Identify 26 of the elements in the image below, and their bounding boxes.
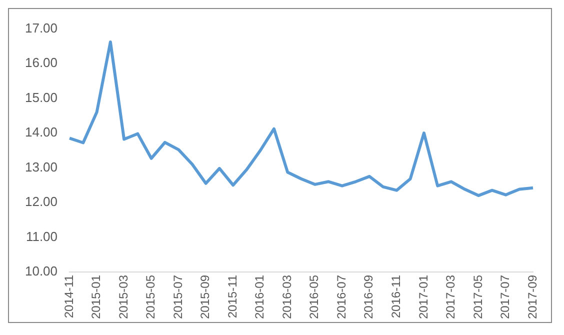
x-tick-label: 2014-11 — [62, 274, 76, 318]
x-tick-label: 2017-09 — [525, 274, 540, 320]
y-tick-label: 15.00 — [24, 90, 58, 105]
x-tick-label: 2016-03 — [280, 274, 294, 320]
x-tick-label: 2016-11 — [389, 274, 403, 318]
y-tick-label: 12.00 — [24, 194, 58, 210]
x-tick-label: 2017-07 — [498, 274, 512, 320]
x-tick-label: 2015-03 — [116, 274, 130, 320]
x-tick-label: 2015-01 — [89, 274, 104, 320]
x-tick-label: 2016-09 — [362, 274, 376, 320]
x-tick-label: 2016-05 — [307, 274, 322, 320]
x-tick-label: 2015-09 — [198, 274, 212, 320]
x-tick-label: 2017-05 — [470, 274, 485, 320]
y-tick-label: 14.00 — [24, 124, 58, 140]
y-tick-label: 16.00 — [24, 55, 58, 70]
x-tick-label: 2016-07 — [334, 274, 348, 320]
y-tick-label: 17.00 — [24, 20, 58, 36]
x-tick-label: 2015-11 — [225, 274, 240, 318]
y-tick-label: 13.00 — [24, 159, 58, 174]
x-tick-label: 2016-01 — [252, 274, 267, 320]
y-tick-label: 10.00 — [24, 264, 58, 279]
x-tick-label: 2015-07 — [170, 274, 185, 320]
x-tick-label: 2015-05 — [144, 274, 158, 320]
x-tick-label: 2017-03 — [444, 274, 458, 320]
x-tick-label: 2017-01 — [416, 274, 430, 320]
y-tick-label: 11.00 — [26, 228, 58, 244]
